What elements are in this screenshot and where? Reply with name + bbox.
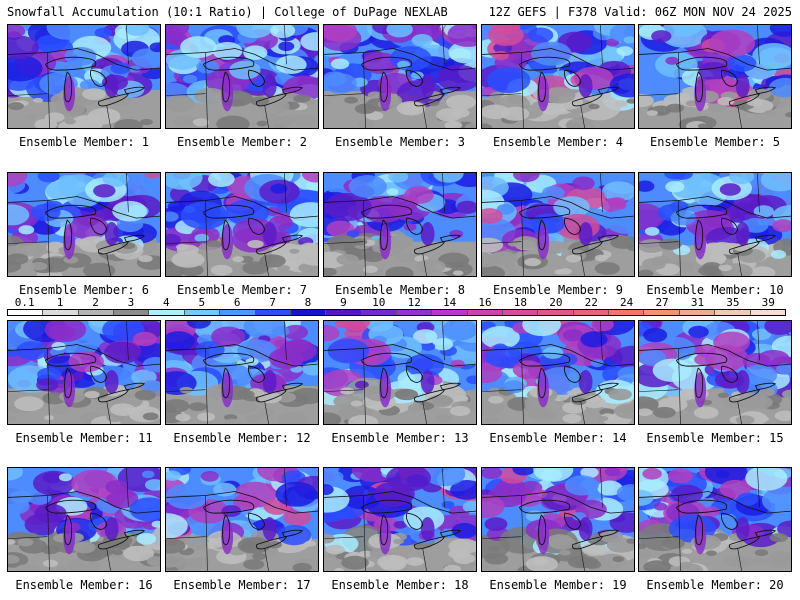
ensemble-member-map [481, 24, 635, 129]
colorbar-tick: 20 [549, 296, 563, 309]
ensemble-member-map [7, 467, 161, 572]
ensemble-member-label: Ensemble Member: 7 [176, 283, 308, 297]
ensemble-member-label: Ensemble Member: 10 [646, 283, 784, 297]
ensemble-member-map [165, 24, 319, 129]
colorbar-swatch [644, 310, 680, 315]
colorbar-swatch [43, 310, 79, 315]
ensemble-member-label: Ensemble Member: 16 [15, 578, 153, 592]
colorbar-swatch [396, 310, 433, 315]
colorbar-swatch [609, 310, 645, 315]
ensemble-member-map [638, 24, 792, 129]
colorbar-swatch [184, 310, 221, 315]
colorbar-swatch [467, 310, 504, 315]
colorbar-tick-labels: 0.1 1 2 3 4 5 6 7 8 9 10 12 14 16 18 20 22 24 27 31 35 39 [7, 296, 786, 309]
colorbar-tick: 18 [513, 296, 528, 309]
colorbar-tick: 8 [304, 296, 312, 309]
ensemble-member-label: Ensemble Member: 13 [331, 431, 469, 445]
colorbar-tick: 2 [92, 296, 99, 309]
colorbar-tick: 3 [127, 296, 135, 309]
ensemble-member-label: Ensemble Member: 17 [173, 578, 311, 592]
colorbar-swatch [715, 310, 751, 315]
colorbar-tick: 14 [442, 296, 457, 309]
colorbar-tick: 12 [407, 296, 421, 309]
ensemble-member-map [638, 172, 792, 277]
ensemble-member-label: Ensemble Member: 9 [492, 283, 624, 297]
colorbar-swatch [573, 310, 610, 315]
colorbar-tick: 39 [761, 296, 775, 309]
colorbar-tick: 9 [340, 296, 347, 309]
colorbar-tick: 4 [163, 296, 170, 309]
colorbar-swatch [361, 310, 397, 315]
colorbar-tick: 1 [56, 296, 64, 309]
ensemble-member-label: Ensemble Member: 20 [646, 578, 784, 592]
colorbar-tick: 24 [620, 296, 634, 309]
ensemble-member-map [165, 172, 319, 277]
model-run-info: 12Z GEFS | F378 Valid: 06Z MON NOV 24 20… [488, 5, 792, 19]
colorbar-swatch [114, 310, 150, 315]
ensemble-member-map [323, 172, 477, 277]
map-title: Snowfall Accumulation (10:1 Ratio) | Col… [7, 5, 448, 19]
ensemble-member-map [638, 467, 792, 572]
colorbar-tick: 35 [726, 296, 740, 309]
ensemble-member-label: Ensemble Member: 14 [489, 431, 627, 445]
colorbar-tick: 5 [198, 296, 206, 309]
colorbar-tick: 16 [478, 296, 492, 309]
colorbar-swatch [149, 310, 185, 315]
colorbar-tick: 22 [584, 296, 598, 309]
colorbar-swatch [750, 310, 785, 315]
ensemble-member-map [323, 320, 477, 425]
colorbar-tick: 6 [233, 296, 241, 309]
ensemble-member-label: Ensemble Member: 11 [15, 431, 153, 445]
ensemble-member-label: Ensemble Member: 6 [18, 283, 150, 297]
colorbar-swatch [538, 310, 574, 315]
ensemble-member-map [481, 172, 635, 277]
colorbar-swatch [8, 310, 44, 315]
ensemble-member-map [323, 467, 477, 572]
ensemble-member-label: Ensemble Member: 8 [334, 283, 466, 297]
colorbar-tick: 0.1 [14, 296, 35, 309]
colorbar-swatch [679, 310, 716, 315]
ensemble-member-label: Ensemble Member: 18 [331, 578, 469, 592]
ensemble-member-label: Ensemble Member: 2 [176, 135, 308, 149]
ensemble-member-map [165, 320, 319, 425]
ensemble-member-label: Ensemble Member: 1 [18, 135, 150, 149]
colorbar-swatch [503, 310, 539, 315]
ensemble-member-map [7, 320, 161, 425]
ensemble-member-map [7, 24, 161, 129]
ensemble-member-label: Ensemble Member: 5 [649, 135, 781, 149]
ensemble-member-map [165, 467, 319, 572]
colorbar-tick: 31 [690, 296, 705, 309]
ensemble-member-label: Ensemble Member: 12 [173, 431, 311, 445]
colorbar-swatch [326, 310, 362, 315]
ensemble-member-map [638, 320, 792, 425]
colorbar-swatch [432, 310, 468, 315]
snowfall-colorbar [7, 309, 786, 316]
colorbar-tick: 27 [655, 296, 669, 309]
ensemble-member-label: Ensemble Member: 4 [492, 135, 624, 149]
colorbar-tick: 7 [269, 296, 276, 309]
colorbar-swatch [290, 310, 327, 315]
ensemble-member-map [323, 24, 477, 129]
ensemble-member-label: Ensemble Member: 15 [646, 431, 784, 445]
colorbar-tick: 10 [372, 296, 386, 309]
ensemble-member-label: Ensemble Member: 19 [489, 578, 627, 592]
colorbar-swatch [78, 310, 115, 315]
colorbar-swatch [255, 310, 291, 315]
ensemble-member-map [481, 320, 635, 425]
ensemble-member-map [481, 467, 635, 572]
ensemble-member-label: Ensemble Member: 3 [334, 135, 466, 149]
ensemble-member-map [7, 172, 161, 277]
colorbar-swatch [220, 310, 256, 315]
